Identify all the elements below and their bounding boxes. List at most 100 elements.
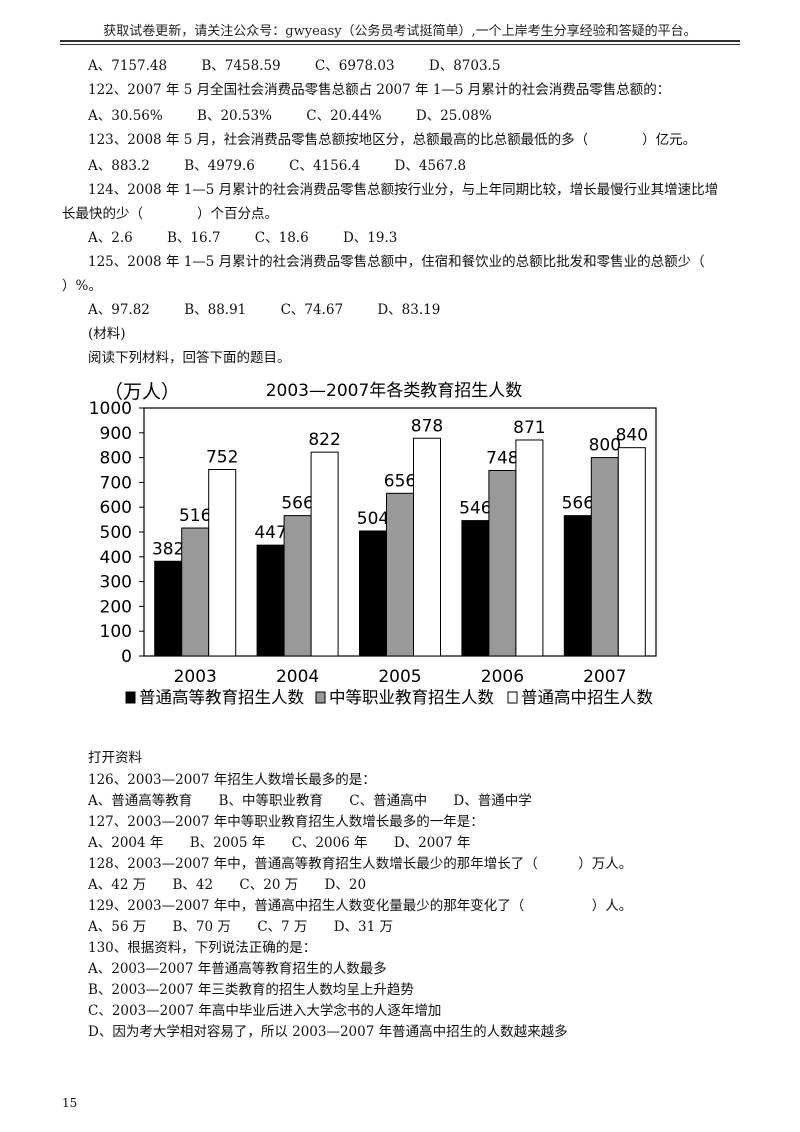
q122-options: A、30.56% B、20.53% C、20.44% D、25.08% xyxy=(88,104,728,128)
q130-option-a[interactable]: A、2003—2007 年普通高等教育招生的人数最多 xyxy=(88,961,387,977)
q122-option-b[interactable]: B、20.53% xyxy=(197,108,272,124)
chart-bar xyxy=(208,469,237,657)
chart-bar xyxy=(488,469,517,657)
q124-option-b[interactable]: B、16.7 xyxy=(167,230,221,246)
chart-bar xyxy=(413,437,441,657)
bar-data-label: 840 xyxy=(616,426,648,446)
legend-swatch xyxy=(507,691,518,704)
chart-bar xyxy=(310,451,339,657)
q126-option-c[interactable]: C、普通高中 xyxy=(349,793,428,809)
y-tick-label: 400 xyxy=(100,548,132,568)
legend-label: 普通高中招生人数 xyxy=(521,688,654,707)
x-tick-label: 2004 xyxy=(276,667,319,687)
q130-option-b[interactable]: B、2003—2007 年三类教育的招生人数均呈上升趋势 xyxy=(88,982,414,998)
q125-option-b[interactable]: B、88.91 xyxy=(184,302,247,318)
q123-option-c[interactable]: C、4156.4 xyxy=(289,158,361,174)
q130-option-c[interactable]: C、2003—2007 年高中毕业后进入大学念书的人逐年增加 xyxy=(88,1003,442,1019)
q121-option-c[interactable]: C、6978.03 xyxy=(314,58,395,74)
q121-option-b[interactable]: B、7458.59 xyxy=(201,58,281,74)
q124-option-c[interactable]: C、18.6 xyxy=(254,230,309,246)
q125-option-d[interactable]: D、83.19 xyxy=(377,302,441,318)
chart-bar xyxy=(563,515,592,657)
q128-option-b[interactable]: B、42 xyxy=(172,877,214,893)
q126-option-b[interactable]: B、中等职业教育 xyxy=(218,793,323,809)
q125-stem-line2: ）%。 xyxy=(62,278,102,294)
bar-data-label: 566 xyxy=(562,494,594,514)
q127-option-c[interactable]: C、2006 年 xyxy=(291,835,368,851)
q129-option-a[interactable]: A、56 万 xyxy=(88,919,147,935)
q129-option-d[interactable]: D、31 万 xyxy=(333,919,394,935)
y-tick-label: 300 xyxy=(100,573,132,593)
bar-data-label: 516 xyxy=(179,506,211,526)
q127-stem: 127、2003—2007 年中等职业教育招生人数增长最多的一年是： xyxy=(88,814,484,830)
q125-stem-line1: 125、2008 年 1—5 月累计的社会消费品零售总额中，住宿和餐饮业的总额比… xyxy=(88,254,705,270)
y-tick-label: 200 xyxy=(100,597,132,617)
y-tick-label: 700 xyxy=(100,473,132,493)
x-tick-label: 2005 xyxy=(378,667,421,687)
q122-option-c[interactable]: C、20.44% xyxy=(306,108,382,124)
q124-option-a[interactable]: A、2.6 xyxy=(88,230,133,246)
x-tick-label: 2003 xyxy=(174,667,217,687)
q124-option-d[interactable]: D、19.3 xyxy=(342,230,398,246)
q129-options: A、56 万 B、70 万 C、7 万 D、31 万 xyxy=(88,917,728,938)
legend-label: 中等职业教育招生人数 xyxy=(329,688,495,707)
chart-title: 2003—2007年各类教育招生人数 xyxy=(266,381,523,401)
q130-option-d[interactable]: D、因为考大学相对容易了，所以 2003—2007 年普通高中招生的人数越来越多 xyxy=(88,1024,568,1040)
q124-stem: 124、2008 年 1—5 月累计的社会消费品零售总额按行业分，与上年同期比较… xyxy=(62,178,732,226)
y-tick-label: 1000 xyxy=(89,399,132,419)
legend-label: 普通高等教育招生人数 xyxy=(139,688,305,707)
header-rule-thin xyxy=(60,44,740,45)
chart-bar xyxy=(181,527,210,657)
legend-swatch xyxy=(125,691,136,704)
q121-options: A、7157.48 B、7458.59 C、6978.03 D、8703.5 xyxy=(88,54,728,78)
q122-option-a[interactable]: A、30.56% xyxy=(88,108,163,124)
chart-bar xyxy=(590,457,619,657)
q127-option-b[interactable]: B、2005 年 xyxy=(189,835,266,851)
q121-option-a[interactable]: A、7157.48 xyxy=(88,58,168,74)
bar-data-label: 822 xyxy=(308,430,340,450)
q128-option-c[interactable]: C、20 万 xyxy=(239,877,299,893)
chart-bar xyxy=(154,560,183,657)
q128-option-d[interactable]: D、20 xyxy=(324,877,367,893)
q121-option-d[interactable]: D、8703.5 xyxy=(428,58,501,74)
material-label: (材料) xyxy=(88,326,126,342)
q123-option-b[interactable]: B、4979.6 xyxy=(184,158,255,174)
y-tick-label: 500 xyxy=(100,523,132,543)
q126-option-a[interactable]: A、普通高等教育 xyxy=(88,793,193,809)
bar-data-label: 504 xyxy=(357,509,389,529)
y-tick-label: 600 xyxy=(100,498,132,518)
q127-options: A、2004 年 B、2005 年 C、2006 年 D、2007 年 xyxy=(88,833,728,854)
q128-option-a[interactable]: A、42 万 xyxy=(88,877,147,893)
bar-data-label: 748 xyxy=(486,448,518,468)
q123-options: A、883.2 B、4979.6 C、4156.4 D、4567.8 xyxy=(88,154,728,178)
q125-option-c[interactable]: C、74.67 xyxy=(280,302,344,318)
page-number: 15 xyxy=(62,1096,78,1110)
q128-stem: 128、2003—2007 年中，普通高等教育招生人数增长最少的那年增长了（ ）… xyxy=(88,856,633,872)
y-tick-label: 100 xyxy=(100,622,132,642)
q128-options: A、42 万 B、42 C、20 万 D、20 xyxy=(88,875,728,896)
q123-option-d[interactable]: D、4567.8 xyxy=(394,158,467,174)
q123-option-a[interactable]: A、883.2 xyxy=(88,158,150,174)
q126-stem: 126、2003—2007 年招生人数增长最多的是： xyxy=(88,772,376,788)
chart-bar xyxy=(283,515,312,657)
chart-bar xyxy=(515,439,544,657)
q123-stem: 123、2008 年 5 月，社会消费品零售总额按地区分，总额最高的比总额最低的… xyxy=(88,132,697,148)
bar-data-label: 382 xyxy=(152,539,184,559)
chart-bar xyxy=(386,492,414,657)
enrollment-bar-chart: （万人） 2003—2007年各类教育招生人数 0 100 200 300 400 500… xyxy=(89,381,657,707)
y-tick-label: 900 xyxy=(100,424,132,444)
q124-options: A、2.6 B、16.7 C、18.6 D、19.3 xyxy=(88,226,728,250)
q127-option-a[interactable]: A、2004 年 xyxy=(88,835,164,851)
chart-bar xyxy=(256,544,285,657)
q126-option-d[interactable]: D、普通中学 xyxy=(453,793,532,809)
q129-stem: 129、2003—2007 年中，普通高中招生人数变化量最少的那年变化了（ ）人… xyxy=(88,898,633,914)
q129-option-c[interactable]: C、7 万 xyxy=(257,919,308,935)
q124-stem-line1: 124、2008 年 1—5 月累计的社会消费品零售总额按行业分，与上年同期比较… xyxy=(88,182,719,198)
q122-option-d[interactable]: D、25.08% xyxy=(415,108,492,124)
y-tick-label: 0 xyxy=(121,647,132,667)
q127-option-d[interactable]: D、2007 年 xyxy=(393,835,471,851)
header-rule xyxy=(60,40,740,42)
q129-option-b[interactable]: B、70 万 xyxy=(172,919,231,935)
bar-data-label: 800 xyxy=(589,436,621,456)
q125-option-a[interactable]: A、97.82 xyxy=(88,302,150,318)
